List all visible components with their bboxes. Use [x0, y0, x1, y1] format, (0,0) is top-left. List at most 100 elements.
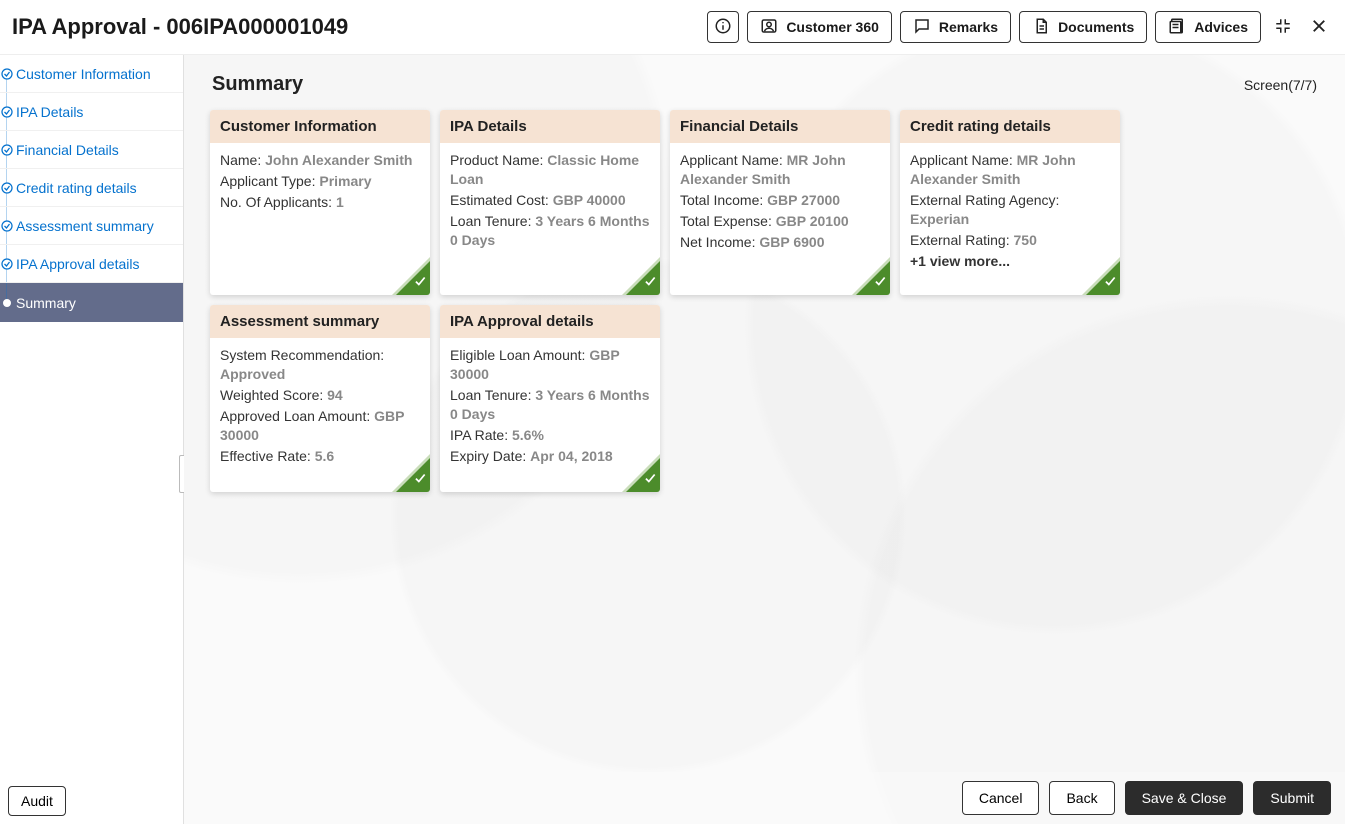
document-icon — [1032, 17, 1050, 38]
card-title: Assessment summary — [210, 305, 430, 338]
card-row: Loan Tenure: 3 Years 6 Months 0 Days — [450, 212, 650, 250]
card-row-value: Experian — [910, 211, 969, 227]
card-row-value: GBP 20100 — [776, 213, 849, 229]
view-more-link[interactable]: +1 view more... — [910, 252, 1110, 271]
card-status-check-icon — [413, 471, 427, 490]
remarks-button[interactable]: Remarks — [900, 11, 1011, 43]
documents-button[interactable]: Documents — [1019, 11, 1147, 43]
card-row-value: 5.6 — [315, 448, 334, 464]
page-title: IPA Approval - 006IPA000001049 — [12, 14, 707, 40]
card-row-value: Approved — [220, 366, 285, 382]
card-row: Approved Loan Amount: GBP 30000 — [220, 407, 420, 445]
card-row: Applicant Type: Primary — [220, 172, 420, 191]
body: Customer Information IPA Details Financial… — [0, 55, 1345, 824]
card-row: Applicant Name: MR John Alexander Smith — [910, 151, 1110, 189]
sidebar-item-label: IPA Approval details — [16, 256, 139, 272]
summary-card-credit-rating-details[interactable]: Credit rating details Applicant Name: MR … — [900, 110, 1120, 295]
card-row: Applicant Name: MR John Alexander Smith — [680, 151, 880, 189]
card-row: Name: John Alexander Smith — [220, 151, 420, 170]
card-row-label: Eligible Loan Amount: — [450, 347, 589, 363]
card-row-value: GBP 40000 — [553, 192, 626, 208]
info-button[interactable] — [707, 11, 739, 43]
content-scroll[interactable]: Summary Screen(7/7) Customer Information… — [184, 55, 1345, 772]
card-row: External Rating: 750 — [910, 231, 1110, 250]
card-row-label: Product Name: — [450, 152, 547, 168]
chat-icon — [913, 17, 931, 38]
card-title: Customer Information — [210, 110, 430, 143]
card-row-value: John Alexander Smith — [265, 152, 412, 168]
sidebar-item-financial-details[interactable]: Financial Details — [0, 131, 183, 169]
nav-check-icon — [1, 144, 13, 156]
card-row-label: Effective Rate: — [220, 448, 315, 464]
advices-button[interactable]: Advices — [1155, 11, 1261, 43]
sidebar-item-assessment-summary[interactable]: Assessment summary — [0, 207, 183, 245]
sidebar-item-ipa-details[interactable]: IPA Details — [0, 93, 183, 131]
nav-check-icon — [1, 182, 13, 194]
advices-icon — [1168, 17, 1186, 38]
summary-card-ipa-approval-details[interactable]: IPA Approval details Eligible Loan Amount… — [440, 305, 660, 491]
summary-card-financial-details[interactable]: Financial Details Applicant Name: MR John… — [670, 110, 890, 295]
card-row: System Recommendation: Approved — [220, 346, 420, 384]
card-body: Name: John Alexander Smith Applicant Type… — [210, 143, 430, 238]
sidebar-item-label: Customer Information — [16, 66, 151, 82]
card-row-label: Net Income: — [680, 234, 759, 250]
card-body: Product Name: Classic Home Loan Estimated… — [440, 143, 660, 275]
card-row-label: Loan Tenure: — [450, 387, 535, 403]
footer: Cancel Back Save & Close Submit — [184, 772, 1345, 824]
card-row-label: Name: — [220, 152, 265, 168]
card-row: Total Expense: GBP 20100 — [680, 212, 880, 231]
customer360-button[interactable]: Customer 360 — [747, 11, 892, 43]
card-row-label: Total Income: — [680, 192, 767, 208]
nav-check-icon — [1, 68, 13, 80]
card-status-check-icon — [413, 274, 427, 293]
customer360-label: Customer 360 — [786, 19, 879, 35]
card-row: Product Name: Classic Home Loan — [450, 151, 650, 189]
cancel-button[interactable]: Cancel — [962, 781, 1040, 815]
card-status-check-icon — [873, 274, 887, 293]
sidebar-item-customer-information[interactable]: Customer Information — [0, 55, 183, 93]
sidebar: Customer Information IPA Details Financial… — [0, 55, 184, 824]
card-title: IPA Details — [440, 110, 660, 143]
summary-card-customer-information[interactable]: Customer InformationName: John Alexander… — [210, 110, 430, 295]
card-row-value: 1 — [336, 194, 344, 210]
audit-button[interactable]: Audit — [8, 786, 66, 816]
card-row: Loan Tenure: 3 Years 6 Months 0 Days — [450, 386, 650, 424]
card-grid: Customer InformationName: John Alexander… — [210, 110, 1319, 492]
sidebar-item-summary[interactable]: Summary — [0, 283, 183, 322]
nav-list: Customer Information IPA Details Financial… — [0, 55, 183, 322]
minimize-icon — [1274, 17, 1292, 38]
card-row-label: Total Expense: — [680, 213, 776, 229]
card-row-label: No. Of Applicants: — [220, 194, 336, 210]
submit-button[interactable]: Submit — [1253, 781, 1331, 815]
card-row: Eligible Loan Amount: GBP 30000 — [450, 346, 650, 384]
screen-counter: Screen(7/7) — [1244, 77, 1317, 93]
sidebar-item-label: Assessment summary — [16, 218, 154, 234]
card-row-value: GBP 6900 — [759, 234, 824, 250]
card-title: Credit rating details — [900, 110, 1120, 143]
nav-check-icon — [1, 258, 13, 270]
card-row: IPA Rate: 5.6% — [450, 426, 650, 445]
collapse-button[interactable] — [1269, 13, 1297, 41]
card-title: Financial Details — [670, 110, 890, 143]
card-row: Effective Rate: 5.6 — [220, 447, 420, 466]
card-row: Total Income: GBP 27000 — [680, 191, 880, 210]
card-title: IPA Approval details — [440, 305, 660, 338]
sidebar-item-ipa-approval-details[interactable]: IPA Approval details — [0, 245, 183, 283]
back-button[interactable]: Back — [1049, 781, 1114, 815]
card-row-label: External Rating: — [910, 232, 1014, 248]
sidebar-item-credit-rating-details[interactable]: Credit rating details — [0, 169, 183, 207]
sidebar-item-label: Financial Details — [16, 142, 119, 158]
save-close-button[interactable]: Save & Close — [1125, 781, 1244, 815]
card-row-label: Estimated Cost: — [450, 192, 553, 208]
summary-title: Summary — [212, 73, 1244, 96]
summary-card-ipa-details[interactable]: IPA DetailsProduct Name: Classic Home Lo… — [440, 110, 660, 295]
card-row-value: 5.6% — [512, 427, 544, 443]
nav-check-icon — [1, 106, 13, 118]
topbar-actions: Customer 360 Remarks Documents Advices — [707, 11, 1333, 43]
close-button[interactable] — [1305, 13, 1333, 41]
summary-card-assessment-summary[interactable]: Assessment summary System Recommendation:… — [210, 305, 430, 491]
card-row: External Rating Agency: Experian — [910, 191, 1110, 229]
card-status-check-icon — [643, 471, 657, 490]
sidebar-spacer — [0, 322, 183, 778]
topbar: IPA Approval - 006IPA000001049 Customer … — [0, 0, 1345, 55]
